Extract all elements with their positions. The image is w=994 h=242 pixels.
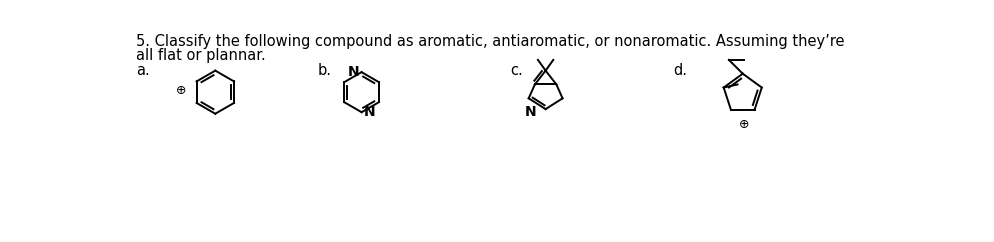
Text: a.: a. [136,63,150,78]
Text: N: N [348,65,360,79]
Text: ⊕: ⊕ [739,118,749,131]
Text: b.: b. [318,63,332,78]
Text: ⊕: ⊕ [176,84,187,97]
Text: d.: d. [674,63,688,78]
Text: N: N [364,105,375,119]
Text: N: N [525,105,537,119]
Text: c.: c. [510,63,523,78]
Text: all flat or plannar.: all flat or plannar. [136,47,265,62]
Text: 5. Classify the following compound as aromatic, antiaromatic, or nonaromatic. As: 5. Classify the following compound as ar… [136,34,845,49]
